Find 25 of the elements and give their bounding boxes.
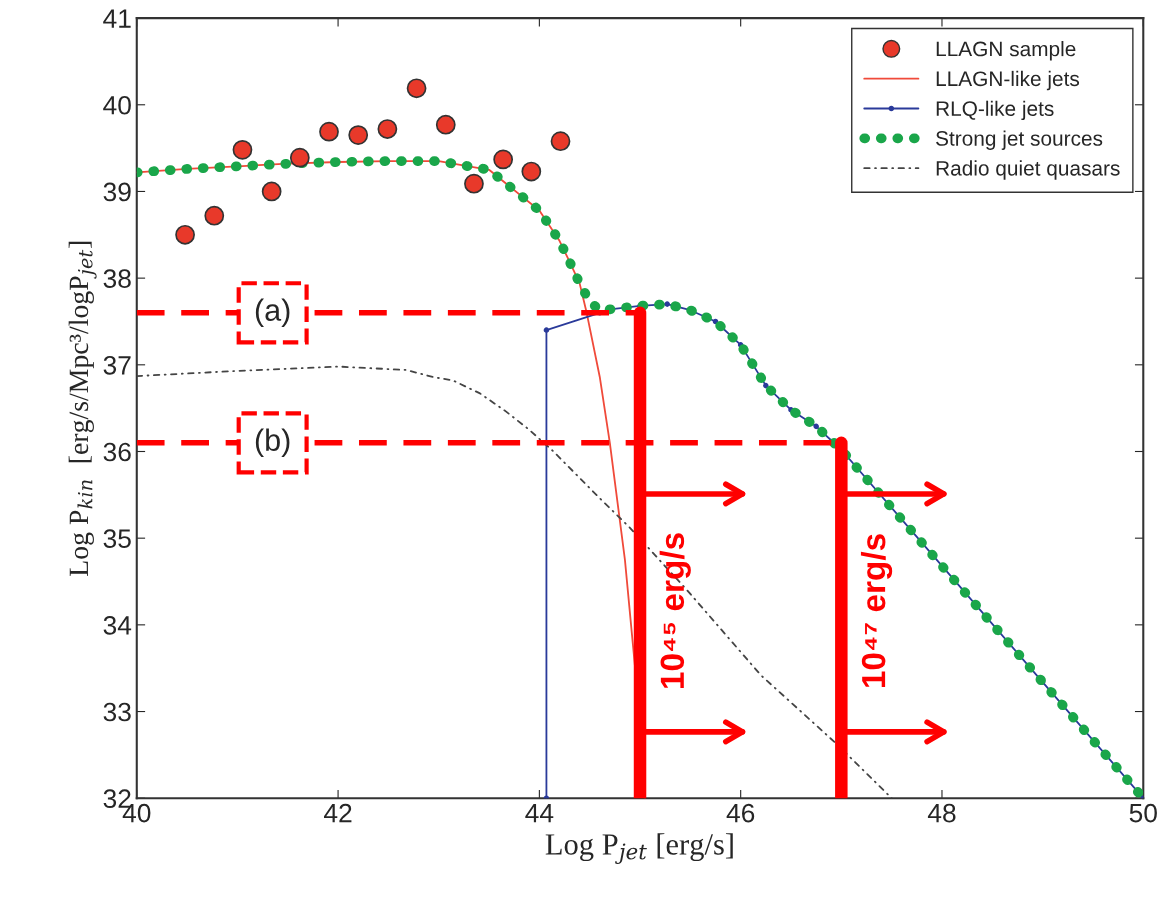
- y-tick-label: 34: [103, 615, 132, 635]
- legend-label: LLAGN-like jets: [936, 70, 1080, 91]
- y-tick-label: 41: [103, 9, 131, 28]
- ref-line-label: 10⁴⁷ erg/s: [860, 534, 893, 688]
- legend-label: Radio quiet quasars: [936, 160, 1120, 180]
- x-tick-label: 46: [726, 803, 755, 823]
- legend-label: LLAGN sample: [936, 41, 1076, 61]
- x-tick-label: 48: [927, 803, 956, 823]
- legend-label: RLQ-like jets: [936, 100, 1054, 121]
- x-tick-label: 50: [1129, 803, 1157, 823]
- y-axis-title: Log P$_{kin}$ [erg/s/Mpc³/logP$_{jet}$]: [68, 241, 97, 576]
- y-tick-label: 39: [103, 182, 131, 202]
- ref-line-label: (b): [255, 428, 290, 458]
- y-tick-label: 33: [103, 702, 131, 722]
- y-tick-label: 40: [103, 95, 131, 115]
- ref-line-label: (a): [255, 298, 290, 328]
- x-axis-title: Log P$_{jet}$ [erg/s]: [545, 833, 733, 864]
- legend-label: Strong jet sources: [936, 130, 1103, 150]
- x-tick-label: 44: [525, 804, 554, 823]
- y-tick-label: 37: [103, 355, 131, 375]
- x-tick-label: 42: [324, 803, 352, 823]
- y-tick-label: 36: [103, 442, 131, 462]
- ref-line-label: 10⁴⁵ erg/s: [659, 533, 691, 688]
- y-tick-label: 35: [103, 529, 131, 548]
- y-tick-label: 38: [103, 269, 131, 288]
